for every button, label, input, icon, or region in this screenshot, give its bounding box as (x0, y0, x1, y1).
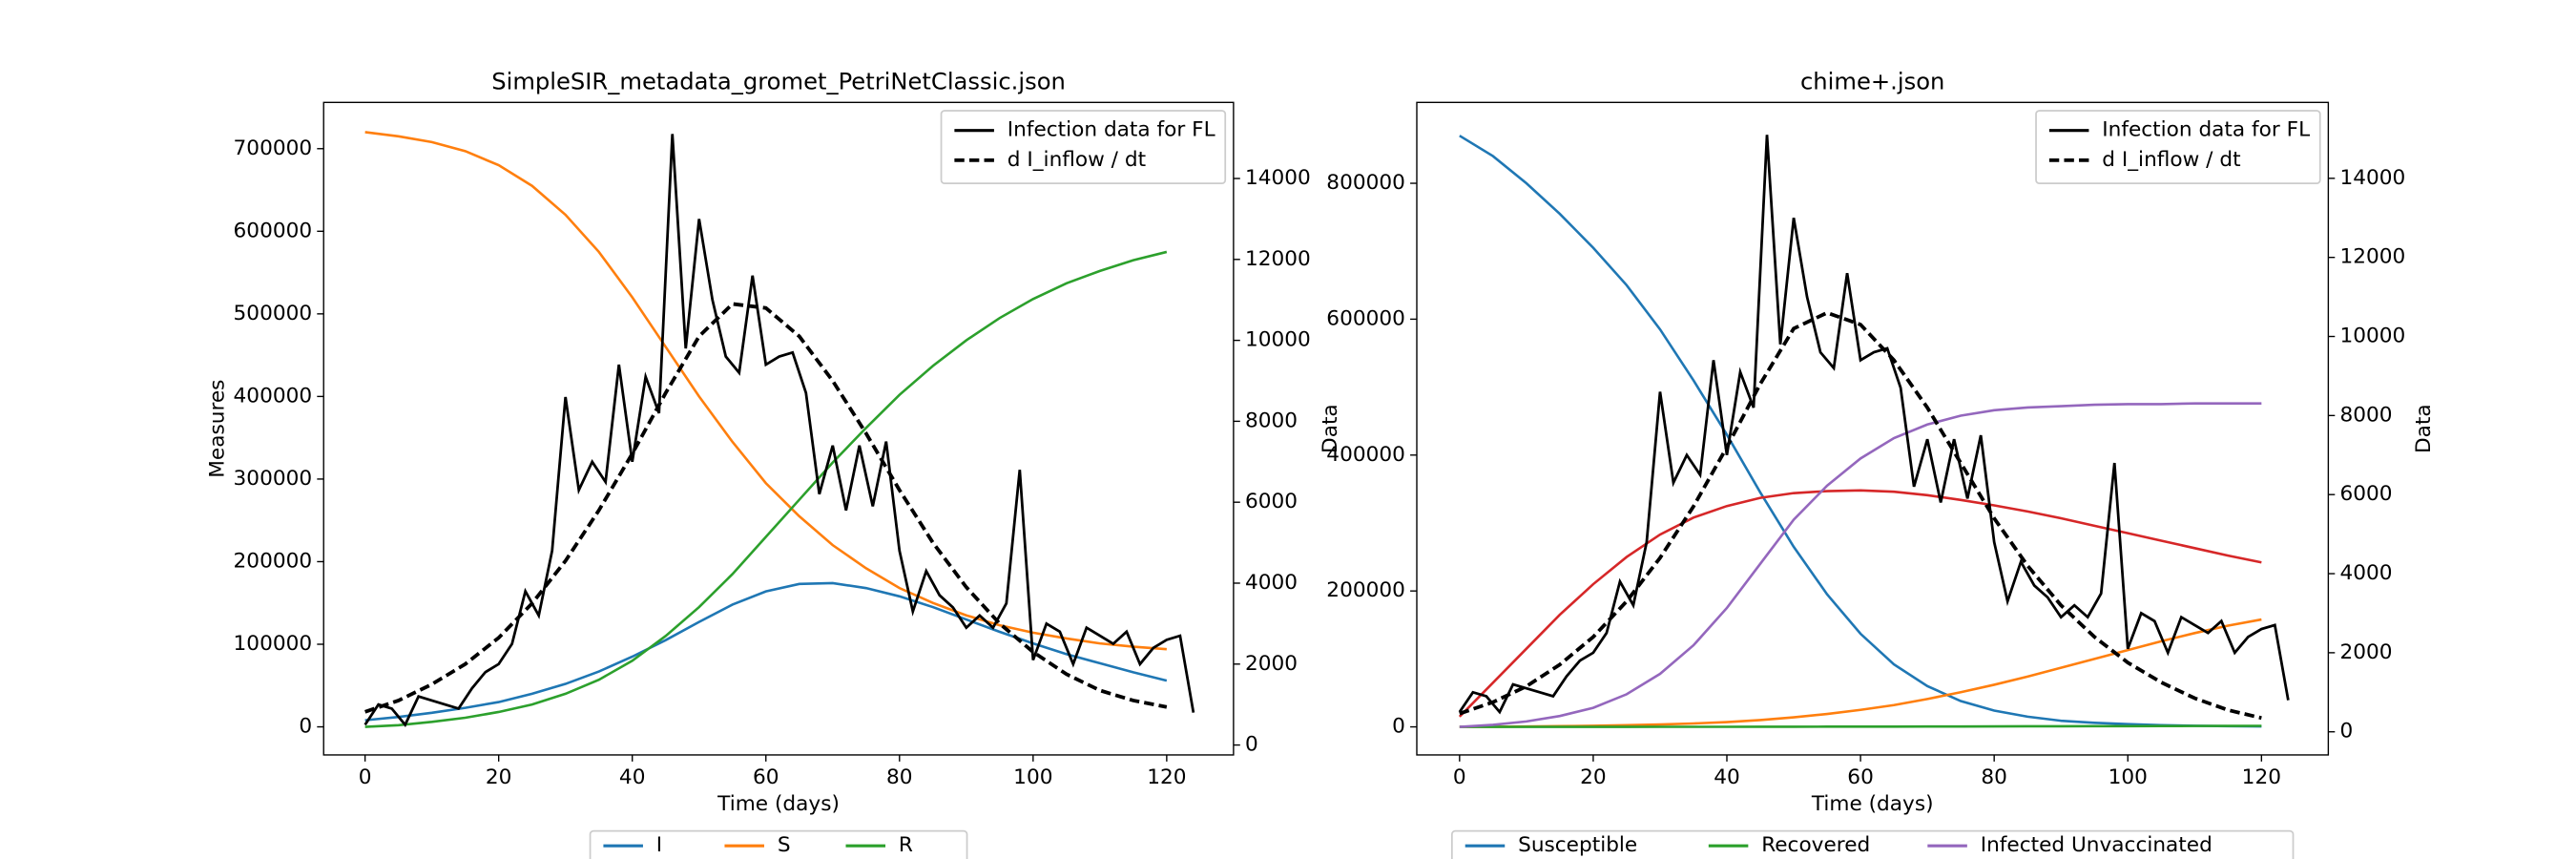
y2-tick-label: 14000 (1245, 166, 1311, 190)
series-line (364, 250, 1168, 728)
x-axis-label: Time (days) (717, 792, 840, 816)
legend-label: S (778, 833, 791, 857)
x-tick-label: 60 (1847, 765, 1874, 789)
series-line (1459, 135, 2262, 728)
y2-tick-label: 2000 (2339, 640, 2392, 664)
series-line (1458, 135, 2290, 715)
plot-area (1458, 135, 2290, 728)
y-tick-label: 0 (299, 715, 312, 739)
series-line (364, 131, 1167, 651)
y-tick-label: 0 (1392, 715, 1405, 739)
legend-label: Infected Unvaccinated (1981, 833, 2212, 857)
y-tick-label: 300000 (234, 467, 313, 491)
y2-tick-label: 6000 (2339, 482, 2392, 506)
y2-tick-label: 4000 (2339, 561, 2392, 585)
x-tick-label: 80 (886, 765, 913, 789)
series-line (1459, 310, 2262, 721)
y2-tick-label: 2000 (1245, 652, 1298, 676)
legend-label: d I_inflow / dt (2102, 148, 2240, 172)
x-tick-label: 100 (1013, 765, 1052, 789)
y-axis-label: Measures (205, 380, 229, 478)
legend-label: d I_inflow / dt (1008, 148, 1146, 172)
plot-frame (1416, 101, 2330, 756)
x-tick-label: 80 (1981, 765, 2007, 789)
y2-tick-label: 12000 (2339, 245, 2405, 269)
x-tick-label: 120 (1147, 765, 1186, 789)
legend-label: Susceptible (1518, 833, 1637, 857)
y2-tick-label: 0 (1245, 733, 1258, 757)
y2-tick-label: 8000 (1245, 409, 1298, 432)
legend-box (940, 110, 1227, 184)
x-tick-label: 60 (753, 765, 779, 789)
legend-label: I (656, 833, 662, 857)
y2-tick-label: 12000 (1245, 247, 1311, 271)
series-line (364, 581, 1168, 722)
y-axis-label: Data (1319, 404, 1342, 453)
y-tick-label: 400000 (234, 384, 313, 408)
y-tick-label: 100000 (234, 632, 313, 656)
legend-label: Infection data for FL (2102, 118, 2310, 142)
x-tick-label: 20 (1580, 765, 1607, 789)
legend-box (589, 829, 968, 859)
legend-label: R (899, 833, 913, 857)
y-tick-label: 600000 (234, 219, 313, 242)
series-line (364, 302, 1168, 714)
y-tick-label: 700000 (234, 136, 313, 160)
x-tick-label: 40 (619, 765, 646, 789)
series-line (1458, 489, 2262, 718)
y2-tick-label: 4000 (1245, 571, 1298, 595)
legend-label: Infection data for FL (1008, 118, 1215, 142)
y-tick-label: 200000 (1326, 578, 1405, 602)
plot-area (364, 131, 1195, 728)
series-line (1459, 402, 2262, 728)
x-tick-label: 0 (359, 765, 372, 789)
y-tick-label: 500000 (234, 302, 313, 325)
legend-box (1451, 829, 2295, 859)
y2-tick-label: 10000 (2339, 325, 2405, 348)
series-line (1459, 724, 2262, 728)
y2-tick-label: 6000 (1245, 490, 1298, 513)
y2-tick-label: 14000 (2339, 166, 2405, 190)
y-tick-label: 200000 (234, 549, 313, 573)
x-axis-label: Time (days) (1811, 792, 1934, 816)
legend-box (2035, 110, 2321, 184)
x-tick-label: 40 (1714, 765, 1740, 789)
series-line (364, 134, 1195, 727)
y2-tick-label: 10000 (1245, 328, 1311, 352)
y-tick-label: 400000 (1326, 443, 1405, 467)
y2-tick-label: 0 (2339, 720, 2353, 744)
y-tick-label: 800000 (1326, 171, 1405, 195)
legend-label: Recovered (1761, 833, 1870, 857)
x-tick-label: 0 (1453, 765, 1466, 789)
chart-title: SimpleSIR_metadata_gromet_PetriNetClassi… (491, 69, 1066, 95)
x-tick-label: 100 (2109, 765, 2148, 789)
x-tick-label: 120 (2242, 765, 2281, 789)
y2-axis-label: Data (2412, 404, 2436, 453)
plot-frame (322, 101, 1235, 756)
y-tick-label: 600000 (1326, 306, 1405, 330)
chart-title: chime+.json (1800, 69, 1944, 95)
y2-tick-label: 8000 (2339, 403, 2392, 427)
x-tick-label: 20 (486, 765, 512, 789)
